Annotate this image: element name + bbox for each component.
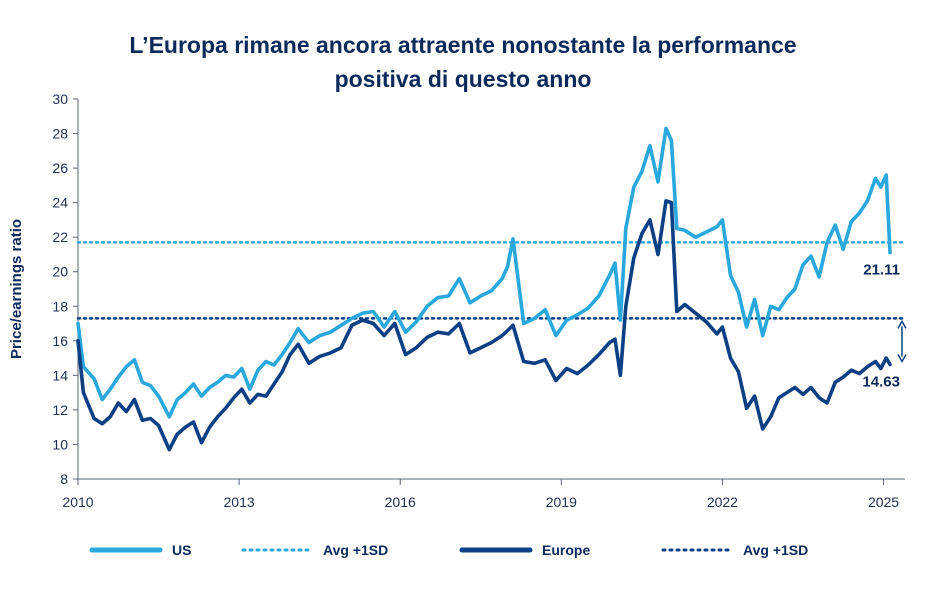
y-tick-label: 12	[52, 402, 68, 418]
europe-last-value-label: 14.63	[862, 373, 900, 390]
y-axis-label: Price/earnings ratio	[8, 219, 25, 359]
us-series-line	[76, 126, 892, 419]
y-tick-label: 14	[52, 367, 68, 383]
series-lines	[76, 126, 892, 452]
legend-label: Avg +1SD	[743, 542, 808, 558]
y-tick-label: 8	[60, 471, 68, 487]
x-tick-label: 2016	[385, 494, 416, 510]
y-tick-label: 10	[52, 436, 68, 452]
x-tick-label: 2010	[62, 494, 93, 510]
y-tick-label: 22	[52, 229, 68, 245]
y-tick-label: 16	[52, 333, 68, 349]
legend-label: US	[172, 542, 191, 558]
y-tick-label: 24	[52, 195, 68, 211]
x-tick-label: 2022	[707, 494, 738, 510]
y-tick-label: 26	[52, 160, 68, 176]
legend-label: Europe	[542, 542, 590, 558]
annotations: 21.11 14.63	[862, 262, 907, 390]
chart-title-line-2: positiva di questo anno	[334, 66, 592, 92]
y-tick-label: 20	[52, 264, 68, 280]
legend-item-4: Avg +1SD	[661, 542, 808, 558]
spread-arrow-head-up	[897, 319, 907, 329]
legend-item-1: US	[89, 542, 191, 558]
legend: US Avg +1SD Europe Avg +1SD	[89, 542, 808, 558]
y-tick-label: 28	[52, 126, 68, 142]
chart-title-line-1: L’Europa rimane ancora attraente nonosta…	[129, 32, 797, 58]
legend-label: Avg +1SD	[323, 542, 388, 558]
chart-title: L’Europa rimane ancora attraente nonosta…	[0, 28, 926, 96]
spread-arrow-head-down	[897, 354, 907, 363]
europe-series-line	[76, 199, 892, 452]
x-tick-label: 2025	[868, 494, 899, 510]
us-last-value-label: 21.11	[863, 262, 900, 279]
x-tick-label: 2019	[546, 494, 577, 510]
y-tick-label: 30	[52, 91, 68, 107]
y-tick-label: 18	[52, 298, 68, 314]
legend-item-3: Europe	[459, 542, 590, 558]
x-tick-label: 2013	[224, 494, 255, 510]
legend-item-2: Avg +1SD	[241, 542, 388, 558]
